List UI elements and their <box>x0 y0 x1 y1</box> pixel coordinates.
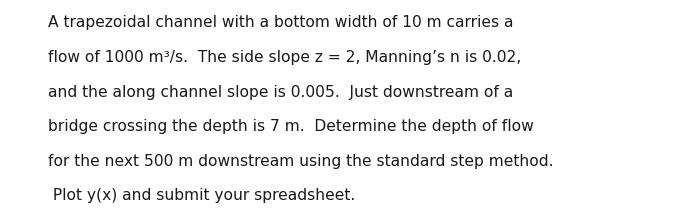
Text: A trapezoidal channel with a bottom width of 10 m carries a: A trapezoidal channel with a bottom widt… <box>48 15 513 30</box>
Text: bridge crossing the depth is 7 m.  Determine the depth of flow: bridge crossing the depth is 7 m. Determ… <box>48 119 533 134</box>
Text: for the next 500 m downstream using the standard step method.: for the next 500 m downstream using the … <box>48 154 553 169</box>
Text: and the along channel slope is 0.005.  Just downstream of a: and the along channel slope is 0.005. Ju… <box>48 85 513 99</box>
Text: flow of 1000 m³/s.  The side slope z = 2, Manning’s n is 0.02,: flow of 1000 m³/s. The side slope z = 2,… <box>48 50 521 65</box>
Text: Plot y(x) and submit your spreadsheet.: Plot y(x) and submit your spreadsheet. <box>48 188 355 203</box>
